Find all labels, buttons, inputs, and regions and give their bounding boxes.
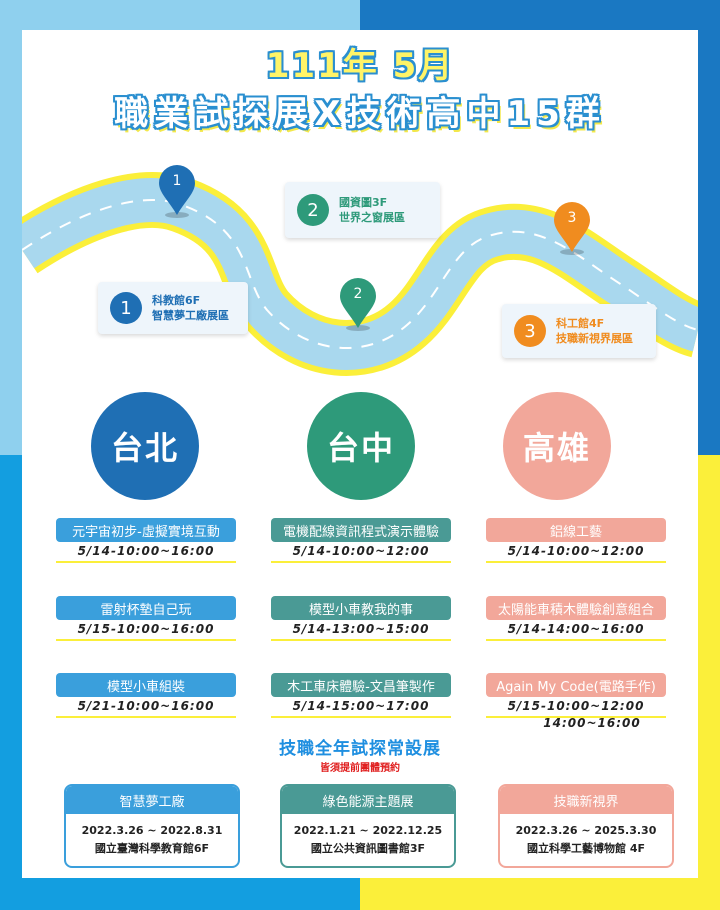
permanent-card-dates: 2022.3.26 ~ 2025.3.30 xyxy=(515,824,657,837)
time-underline xyxy=(271,561,451,563)
permanent-card-title: 綠色能源主題展 xyxy=(282,786,454,814)
callout-text: 科工館4F 技職新視界展區 xyxy=(556,316,633,346)
event-taipei-3-time: 5/21-10:00~16:00 xyxy=(77,699,215,713)
callout-venue: 科教館6F xyxy=(152,294,201,307)
title-main: 職業試探展X技術高中15群 xyxy=(114,94,606,134)
permanent-card-3: 技職新視界 2022.3.26 ~ 2025.3.30 國立科學工藝博物館 4F xyxy=(498,784,674,868)
time-underline xyxy=(56,716,236,718)
callout-taichung: 2 國資圖3F 世界之窗展區 xyxy=(285,182,440,238)
callout-venue: 國資圖3F xyxy=(339,196,388,209)
event-taipei-3: 模型小車組裝 xyxy=(56,673,236,697)
permanent-card-dates: 2022.3.26 ~ 2022.8.31 xyxy=(81,824,223,837)
permanent-card-title: 技職新視界 xyxy=(500,786,672,814)
event-kaohsiung-1: 鋁線工藝 xyxy=(486,518,666,542)
pin-3: 3 xyxy=(552,200,592,260)
callout-text: 國資圖3F 世界之窗展區 xyxy=(339,195,405,225)
event-kaohsiung-2-time: 5/14-14:00~16:00 xyxy=(507,622,645,636)
event-kaohsiung-3-time2: 14:00~16:00 xyxy=(543,716,641,730)
time-underline xyxy=(56,639,236,641)
map-pin-icon xyxy=(554,202,590,255)
event-kaohsiung-3-time: 5/15-10:00~12:00 xyxy=(507,699,645,713)
event-taichung-1: 電機配線資訊程式演示體驗 xyxy=(271,518,451,542)
callout-number: 2 xyxy=(297,194,329,226)
city-taipei: 台北 xyxy=(91,392,199,500)
callout-number: 3 xyxy=(514,315,546,347)
permanent-card-venue: 國立科學工藝博物館 4F xyxy=(527,842,645,855)
event-taichung-2-time: 5/14-13:00~15:00 xyxy=(292,622,430,636)
permanent-card-venue: 國立公共資訊圖書館3F xyxy=(310,842,426,855)
event-taipei-1-time: 5/14-10:00~16:00 xyxy=(77,544,215,558)
time-underline xyxy=(486,561,666,563)
event-taichung-2: 模型小車教我的事 xyxy=(271,596,451,620)
event-taipei-1: 元宇宙初步-虛擬實境互動 xyxy=(56,518,236,542)
permanent-note: 皆須提前團體預約 xyxy=(320,763,400,774)
permanent-card-1: 智慧夢工廠 2022.3.26 ~ 2022.8.31 國立臺灣科學教育館6F xyxy=(64,784,240,868)
pin-3-number: 3 xyxy=(567,210,577,226)
title-date: 111年 5月 xyxy=(265,46,455,86)
permanent-card-dates: 2022.1.21 ~ 2022.12.25 xyxy=(293,824,443,837)
event-kaohsiung-2: 太陽能車積木體驗創意組合 xyxy=(486,596,666,620)
time-underline xyxy=(486,716,666,718)
map-pin-icon xyxy=(340,278,376,331)
city-kaohsiung: 高雄 xyxy=(503,392,611,500)
callout-number: 1 xyxy=(110,292,142,324)
time-underline xyxy=(271,716,451,718)
permanent-card-title: 智慧夢工廠 xyxy=(66,786,238,814)
callout-text: 科教館6F 智慧夢工廠展區 xyxy=(152,293,229,323)
event-taichung-3-time: 5/14-15:00~17:00 xyxy=(292,699,430,713)
city-taichung: 台中 xyxy=(307,392,415,500)
pin-2-number: 2 xyxy=(353,286,363,302)
callout-taipei: 1 科教館6F 智慧夢工廠展區 xyxy=(98,282,248,334)
callout-area: 世界之窗展區 xyxy=(339,211,405,224)
time-underline xyxy=(486,639,666,641)
time-underline xyxy=(271,639,451,641)
permanent-card-venue: 國立臺灣科學教育館6F xyxy=(94,842,210,855)
pin-2: 2 xyxy=(338,276,378,336)
callout-area: 智慧夢工廠展區 xyxy=(152,309,229,322)
event-kaohsiung-3: Again My Code(電路手作) xyxy=(486,673,666,697)
event-taipei-2: 雷射杯墊自己玩 xyxy=(56,596,236,620)
callout-kaohsiung: 3 科工館4F 技職新視界展區 xyxy=(502,304,656,358)
callout-area: 技職新視界展區 xyxy=(556,332,633,345)
pin-1: 1 xyxy=(157,163,197,223)
event-kaohsiung-1-time: 5/14-10:00~12:00 xyxy=(507,544,645,558)
map-pin-icon xyxy=(159,165,195,218)
callout-venue: 科工館4F xyxy=(556,317,605,330)
permanent-card-2: 綠色能源主題展 2022.1.21 ~ 2022.12.25 國立公共資訊圖書館… xyxy=(280,784,456,868)
event-taichung-3: 木工車床體驗-文昌筆製作 xyxy=(271,673,451,697)
pin-1-number: 1 xyxy=(172,173,182,189)
permanent-title: 技職全年試探常設展 xyxy=(279,739,441,759)
event-taipei-2-time: 5/15-10:00~16:00 xyxy=(77,622,215,636)
event-taichung-1-time: 5/14-10:00~12:00 xyxy=(292,544,430,558)
time-underline xyxy=(56,561,236,563)
